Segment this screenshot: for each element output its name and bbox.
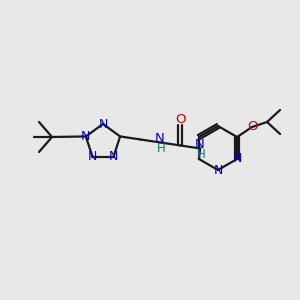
Text: N: N — [81, 130, 91, 143]
Text: N: N — [98, 118, 108, 130]
Text: N: N — [109, 150, 118, 163]
Text: N: N — [213, 164, 223, 176]
Text: N: N — [155, 132, 165, 145]
Text: H: H — [197, 148, 206, 161]
Text: O: O — [175, 113, 185, 126]
Text: O: O — [247, 121, 257, 134]
Text: N: N — [232, 152, 242, 166]
Text: N: N — [195, 138, 205, 151]
Text: H: H — [157, 142, 166, 155]
Text: N: N — [88, 150, 97, 163]
